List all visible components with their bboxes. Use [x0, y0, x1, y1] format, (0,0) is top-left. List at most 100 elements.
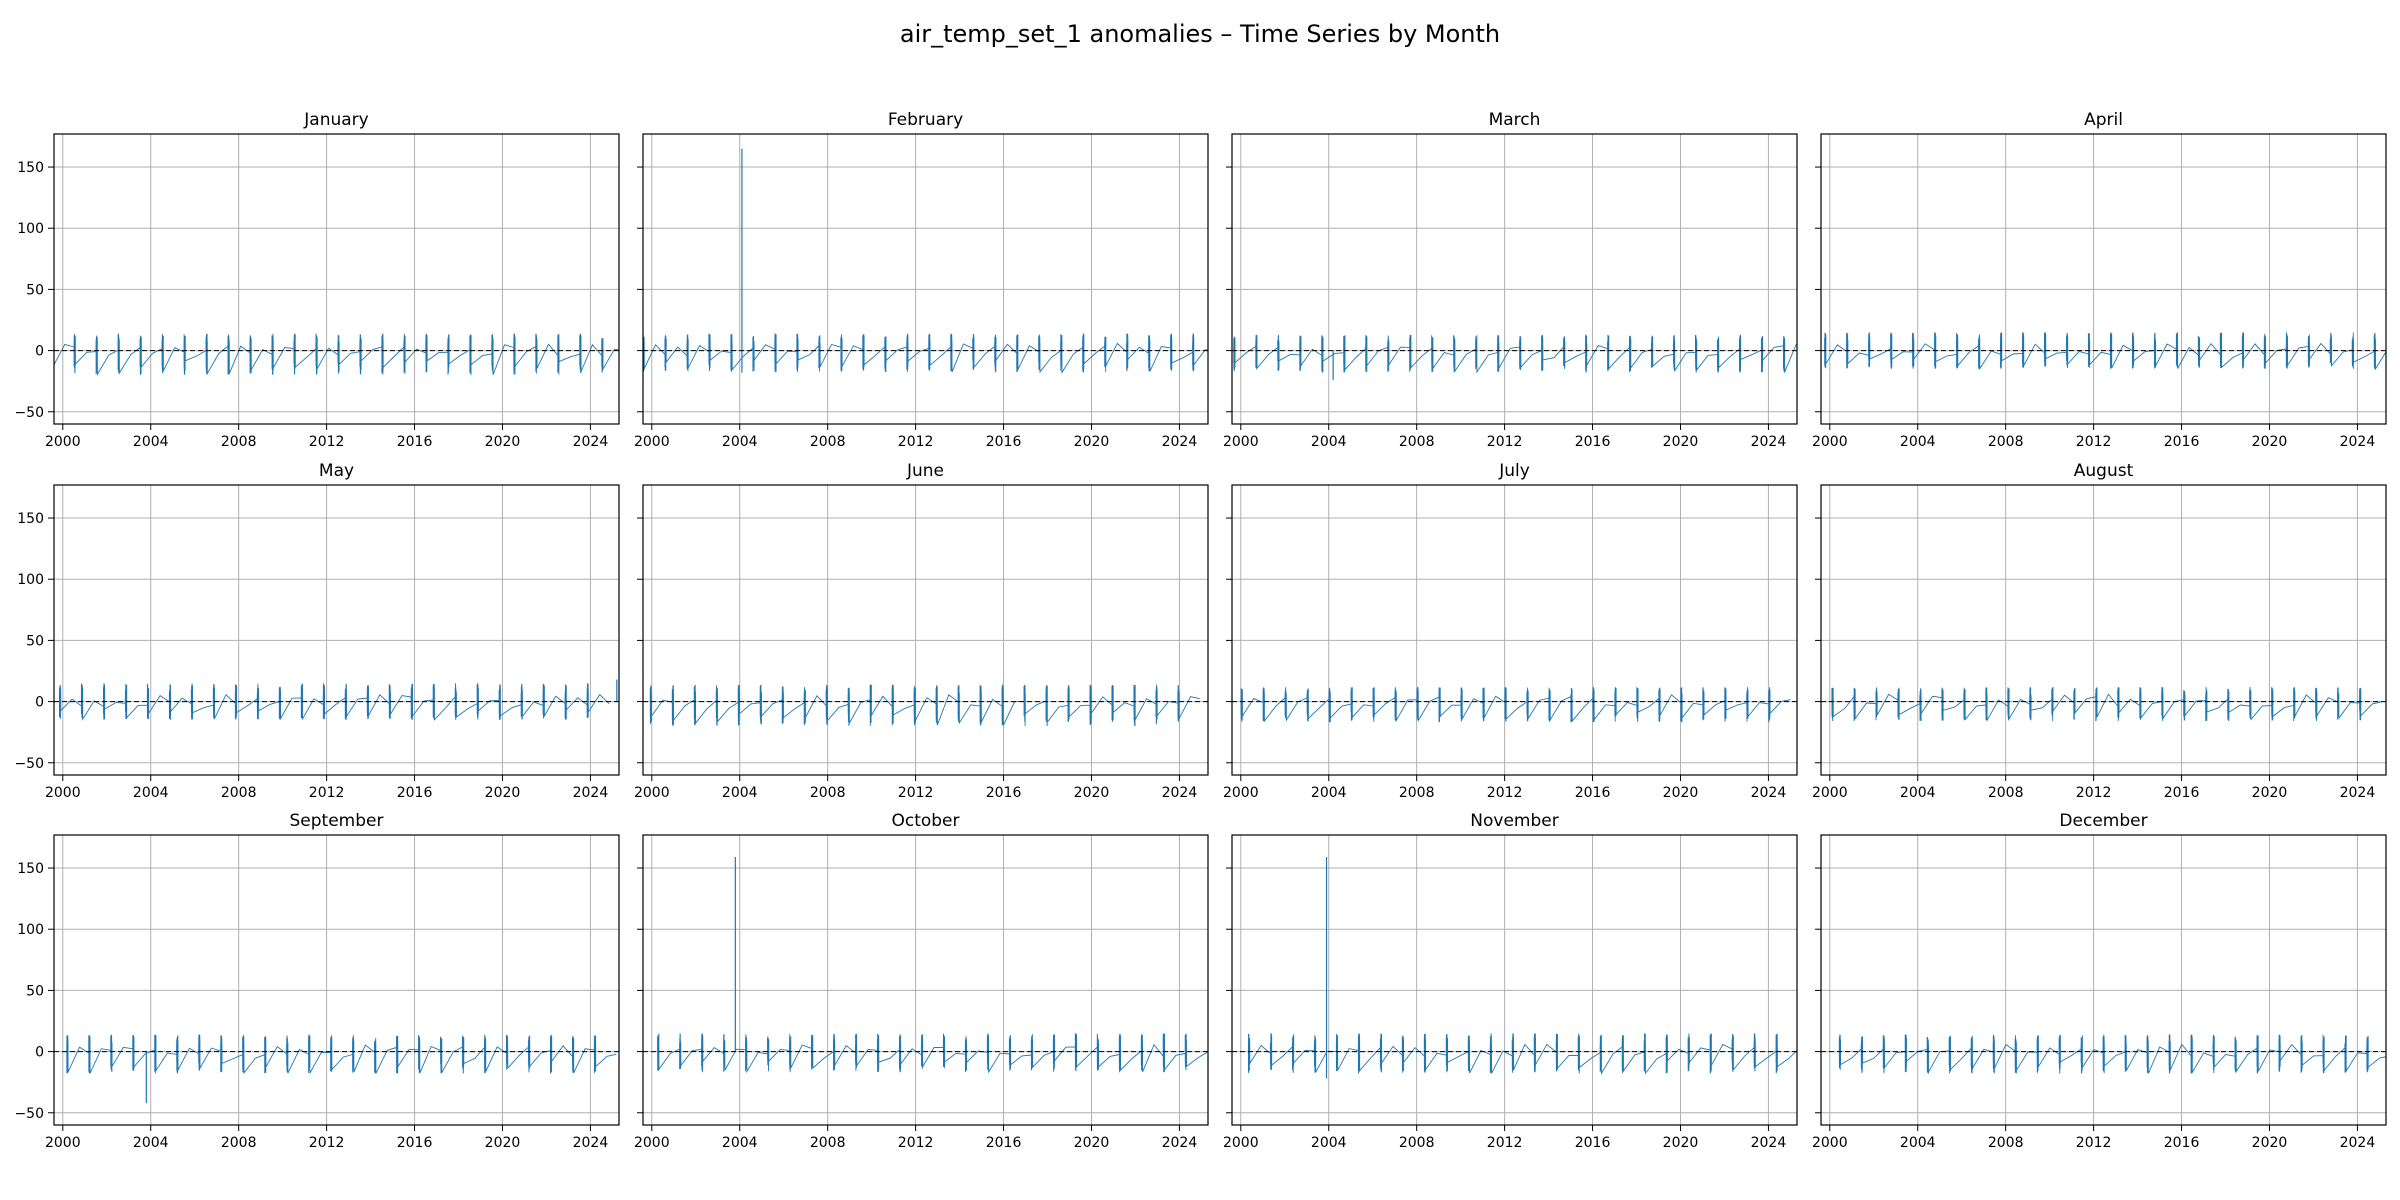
x-tick-label: 2008 [1399, 785, 1435, 801]
x-tick-label: 2008 [810, 785, 846, 801]
x-tick-label: 2016 [1575, 434, 1611, 450]
anomaly-series-line [58, 683, 610, 721]
x-tick-label: 2016 [1575, 1135, 1611, 1151]
figure-title: air_temp_set_1 anomalies – Time Series b… [900, 20, 1500, 48]
x-tick-label: 2020 [485, 434, 521, 450]
axes-frame [1820, 484, 2387, 776]
x-tick-label: 2004 [1900, 1135, 1936, 1151]
anomaly-series-line [657, 1033, 1208, 1074]
x-tick-label: 2024 [573, 1135, 609, 1151]
x-tick-label: 2020 [485, 1135, 521, 1151]
panel-july: July 2000 2004 2008 2012 2016 2020 2024 [1223, 461, 1798, 801]
panel-august: August 2000 2004 2008 2012 2016 2020 2024 [1812, 461, 2387, 801]
x-tick-label: 2024 [1751, 434, 1787, 450]
x-tick-label: 2004 [1900, 785, 1936, 801]
x-tick-label: 2004 [133, 1135, 169, 1151]
axes-frame [1231, 133, 1798, 425]
x-tick-label: 2024 [1162, 1135, 1198, 1151]
panel-may: May 2000 2004 2008 2012 2016 2020 2024 −50 0 50 100… [14, 461, 620, 801]
x-tick-label: 2004 [1900, 434, 1936, 450]
x-tick-label: 2004 [1311, 1135, 1347, 1151]
x-tick-label: 2004 [1311, 434, 1347, 450]
panel-february: February 2000 2004 2008 2012 2016 2020 2024 [634, 110, 1209, 450]
y-tick-label: −50 [14, 405, 44, 421]
y-tick-label: 100 [17, 572, 44, 588]
y-tick-label: 150 [17, 160, 44, 176]
x-tick-label: 2016 [2164, 434, 2200, 450]
axes-frame [1231, 834, 1798, 1126]
panel-january: January 2000 2004 2008 2012 2016 2020 2024 −50 0 5… [14, 110, 620, 450]
panel-title: March [1489, 110, 1541, 130]
anomaly-series-line [1824, 332, 2386, 371]
anomaly-series-line [1240, 686, 1791, 723]
panel-title: December [2059, 811, 2147, 831]
x-tick-label: 2000 [1223, 785, 1259, 801]
anomaly-series-line [1831, 686, 2382, 723]
panel-title: October [891, 811, 959, 831]
x-tick-label: 2008 [1988, 785, 2024, 801]
x-tick-label: 2020 [1074, 1135, 1110, 1151]
panel-november: November 2000 2004 2008 2012 2016 2020 2024 [1223, 811, 1798, 1151]
x-tick-label: 2024 [1751, 785, 1787, 801]
axes-frame [53, 133, 620, 425]
x-tick-label: 2012 [1487, 434, 1523, 450]
panel-title: November [1470, 811, 1558, 831]
x-tick-label: 2020 [485, 785, 521, 801]
anomaly-series-line [1233, 334, 1797, 374]
axes-frame [1820, 834, 2387, 1126]
anomaly-series-line [649, 684, 1200, 727]
x-tick-label: 2004 [722, 434, 758, 450]
axes-frame [642, 834, 1209, 1126]
x-tick-label: 2020 [2252, 785, 2288, 801]
x-tick-label: 2024 [573, 434, 609, 450]
x-tick-label: 2012 [2076, 1135, 2112, 1151]
x-tick-label: 2000 [45, 434, 81, 450]
x-tick-label: 2004 [1311, 785, 1347, 801]
x-tick-label: 2024 [1162, 434, 1198, 450]
panel-title: June [906, 461, 944, 481]
panel-title: July [1498, 461, 1530, 481]
x-tick-label: 2004 [133, 785, 169, 801]
panel-title: May [319, 461, 354, 481]
x-tick-label: 2008 [1399, 1135, 1435, 1151]
axes-frame [642, 484, 1209, 776]
x-tick-label: 2020 [1663, 434, 1699, 450]
x-tick-label: 2020 [1074, 785, 1110, 801]
x-tick-label: 2016 [2164, 1135, 2200, 1151]
y-tick-label: 150 [17, 861, 44, 877]
x-tick-label: 2020 [2252, 434, 2288, 450]
y-tick-label: 100 [17, 221, 44, 237]
x-tick-label: 2020 [1663, 785, 1699, 801]
anomaly-series-line [1247, 1033, 1797, 1076]
panel-grid: January 2000 2004 2008 2012 2016 2020 2024 −50 0 5… [14, 110, 2387, 1151]
y-tick-label: 50 [26, 983, 44, 999]
x-tick-label: 2024 [573, 785, 609, 801]
x-tick-label: 2000 [634, 785, 670, 801]
panel-december: December 2000 2004 2008 2012 2016 2020 2024 [1812, 811, 2387, 1151]
y-tick-label: 50 [26, 282, 44, 298]
x-tick-label: 2000 [1812, 434, 1848, 450]
panel-march: March 2000 2004 2008 2012 2016 2020 2024 [1223, 110, 1798, 450]
x-tick-label: 2012 [898, 785, 934, 801]
x-tick-label: 2012 [1487, 1135, 1523, 1151]
x-tick-label: 2008 [810, 1135, 846, 1151]
x-tick-label: 2024 [2340, 1135, 2376, 1151]
x-tick-label: 2016 [397, 785, 433, 801]
x-tick-label: 2016 [986, 1135, 1022, 1151]
x-tick-label: 2024 [1751, 1135, 1787, 1151]
x-tick-label: 2020 [2252, 1135, 2288, 1151]
x-tick-label: 2004 [133, 434, 169, 450]
x-tick-label: 2012 [309, 785, 345, 801]
x-tick-label: 2004 [722, 785, 758, 801]
axes-frame [53, 834, 620, 1126]
panel-title: August [2074, 461, 2134, 481]
x-tick-label: 2000 [634, 1135, 670, 1151]
x-tick-label: 2016 [397, 434, 433, 450]
x-tick-label: 2000 [45, 1135, 81, 1151]
y-tick-label: 100 [17, 922, 44, 938]
x-tick-label: 2000 [1223, 434, 1259, 450]
x-tick-label: 2012 [309, 434, 345, 450]
x-tick-label: 2008 [221, 434, 257, 450]
y-tick-label: −50 [14, 1106, 44, 1122]
